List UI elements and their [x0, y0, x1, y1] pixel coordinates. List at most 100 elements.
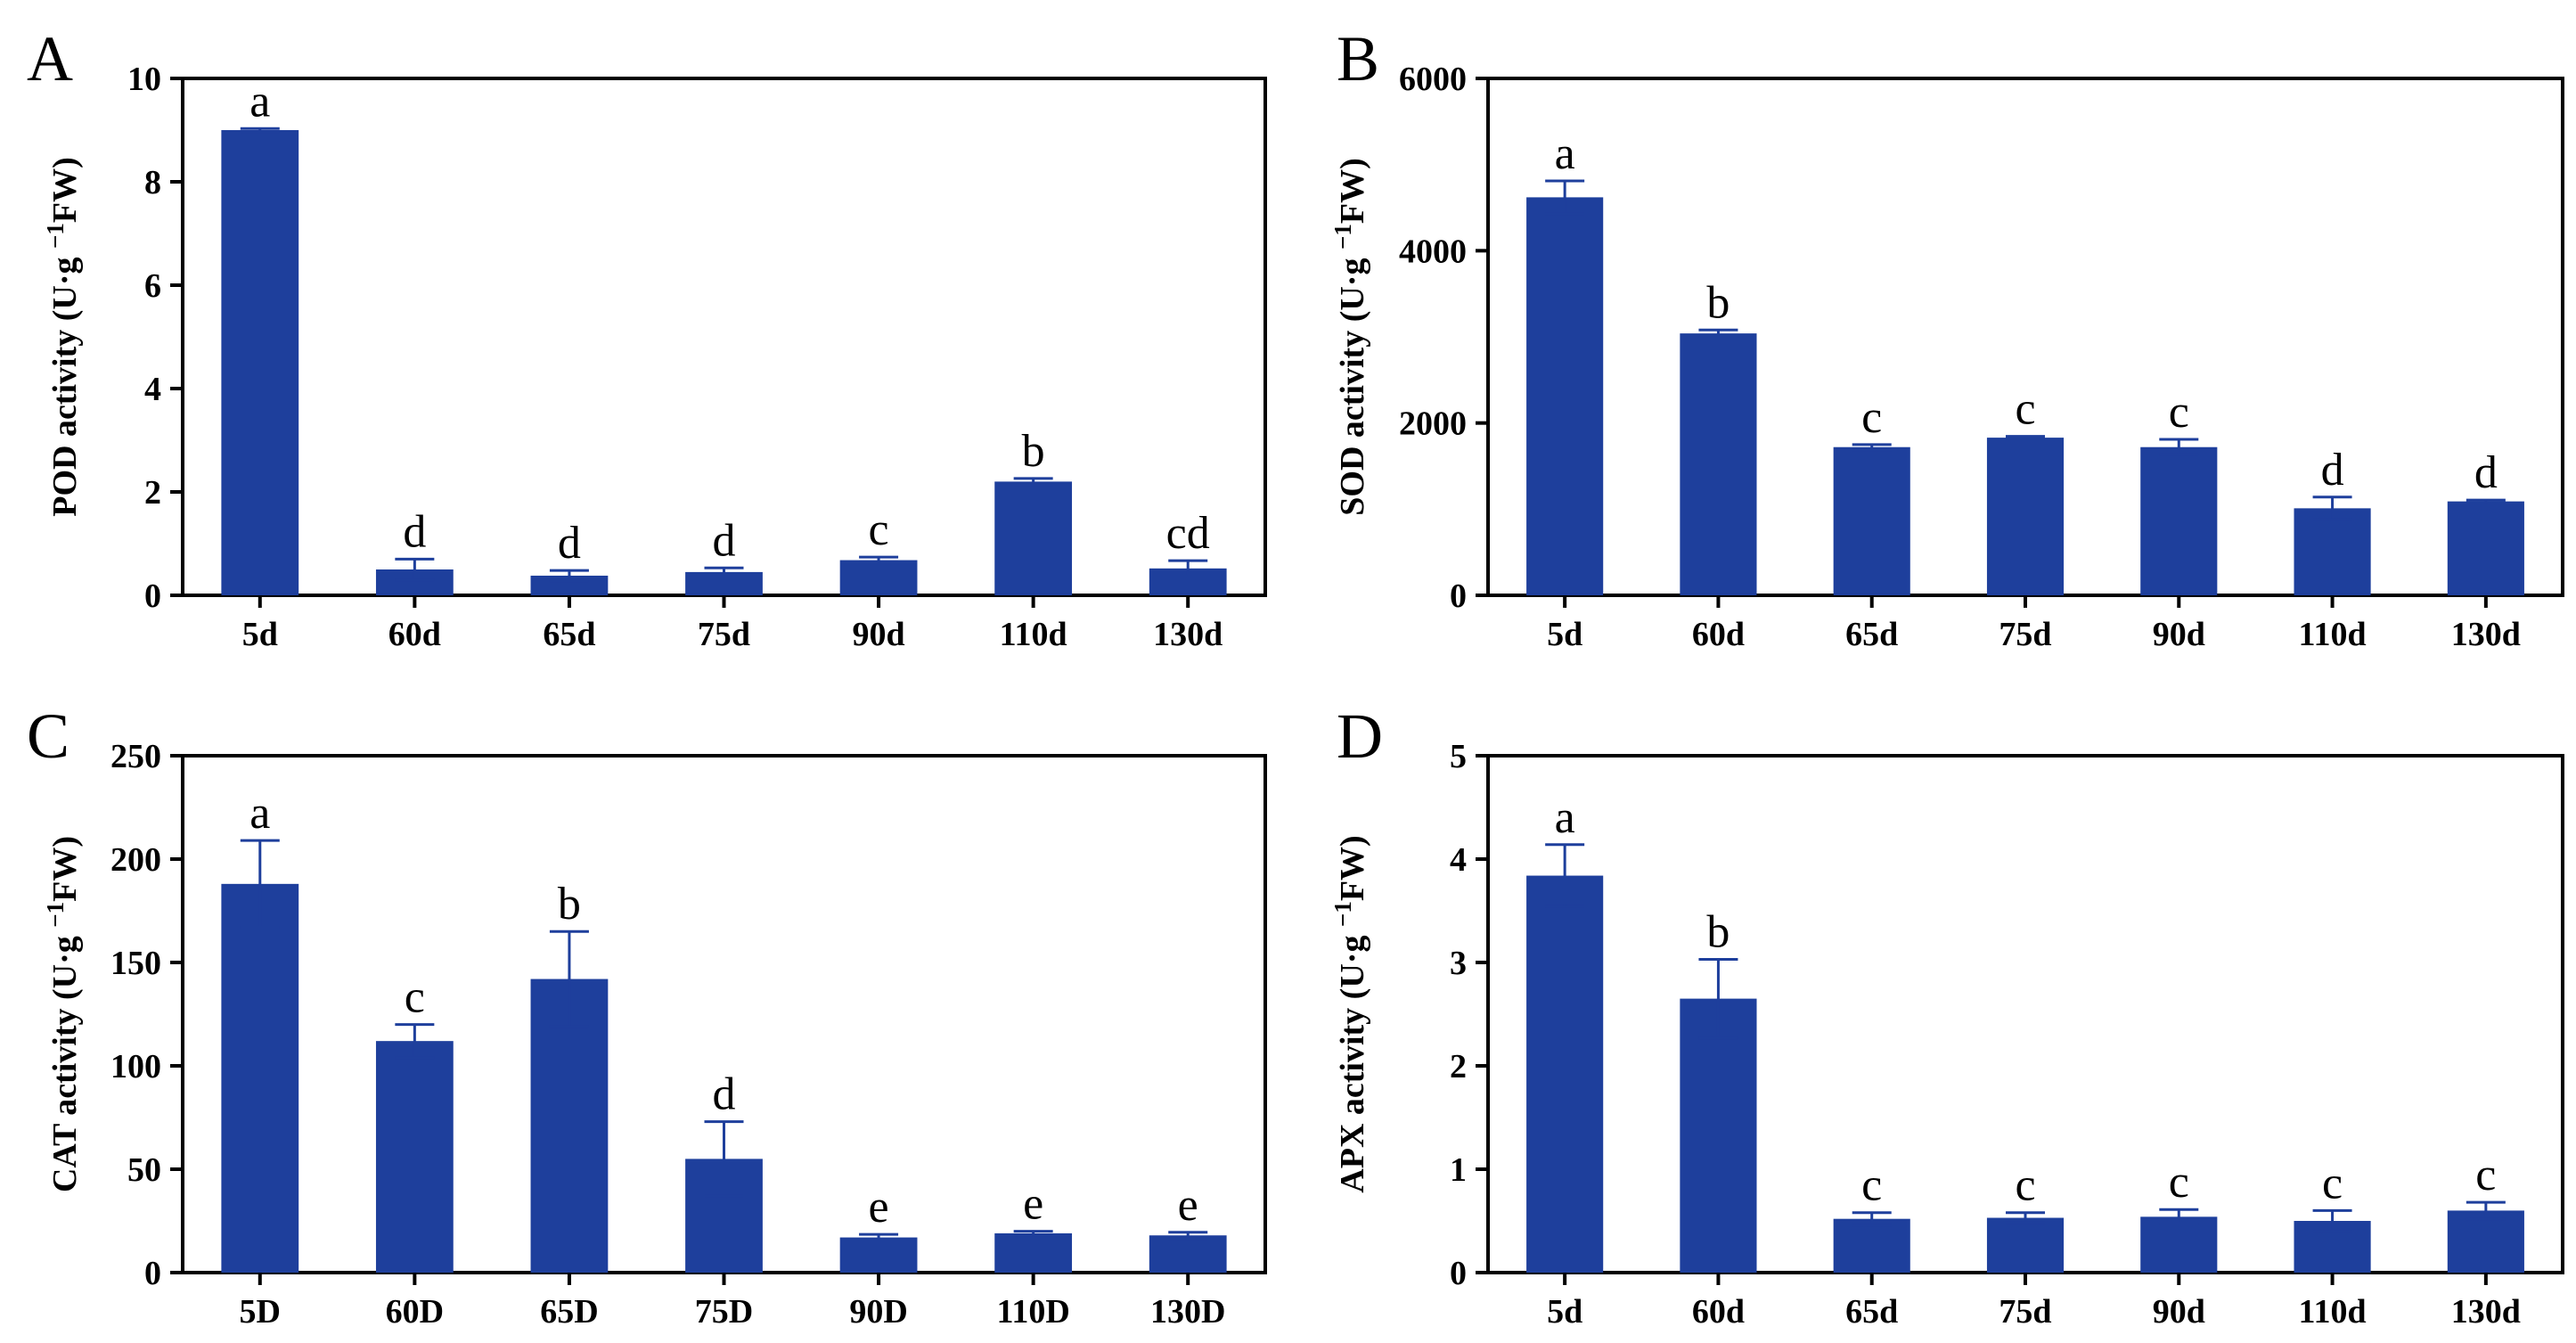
bar-d-75d	[1986, 1217, 2065, 1273]
y-tick-label-b-1: 2000	[1399, 405, 1467, 443]
sig-letter-c-75D: d	[713, 1069, 736, 1120]
y-tick-label-d-0: 0	[1450, 1255, 1467, 1292]
y-axis-label-c: CAT activity (U·g −1FW)	[42, 836, 84, 1192]
bar-d-130d	[2447, 1210, 2524, 1273]
y-tick-label-c-3: 150	[110, 945, 161, 982]
sig-letter-d-5d: a	[1555, 792, 1575, 843]
y-axis-label-b: SOD activity (U·g −1FW)	[1329, 158, 1371, 515]
x-tick-label-c-110D: 110D	[996, 1293, 1069, 1331]
bar-d-90d	[2140, 1216, 2218, 1273]
x-tick-label-d-5d: 5d	[1547, 1293, 1582, 1331]
y-tick-label-a-0: 0	[144, 577, 161, 615]
y-tick-label-b-0: 0	[1450, 577, 1467, 615]
sig-letter-a-75d: d	[713, 515, 736, 566]
panel-d: D 0 1 2 3 4 5 APX activity (U·g −1FW) a 5d b 60d c 6…	[1329, 700, 2564, 1331]
sig-letter-b-75d: c	[2015, 384, 2035, 435]
y-axis-label-a-part3: FW)	[46, 157, 84, 223]
bar-a-110d	[994, 481, 1073, 595]
y-tick-label-a-1: 2	[144, 474, 161, 512]
y-tick-label-c-4: 200	[110, 841, 161, 879]
sig-letter-b-90d: c	[2169, 387, 2189, 438]
x-tick-label-c-5D: 5D	[240, 1293, 281, 1331]
y-tick-label-d-5: 5	[1450, 738, 1467, 775]
sig-letter-c-90D: e	[869, 1182, 889, 1232]
panel-letter-b: B	[1337, 23, 1379, 94]
x-tick-label-b-130d: 130d	[2451, 616, 2521, 653]
sig-letter-b-5d: a	[1555, 128, 1575, 179]
bar-c-5D	[221, 883, 299, 1273]
sig-letter-d-75d: c	[2015, 1160, 2035, 1211]
bar-c-65D	[530, 979, 609, 1273]
x-tick-label-d-90d: 90d	[2153, 1293, 2205, 1331]
x-tick-label-a-130d: 130d	[1153, 616, 1223, 653]
x-tick-label-c-130D: 130D	[1150, 1293, 1225, 1331]
x-tick-label-b-75d: 75d	[1999, 616, 2051, 653]
bar-b-75d	[1986, 438, 2065, 595]
x-tick-label-c-90D: 90D	[849, 1293, 907, 1331]
y-tick-label-c-5: 250	[110, 738, 161, 775]
x-tick-label-d-130d: 130d	[2451, 1293, 2521, 1331]
panel-d-chart: 0 1 2 3 4 5 APX activity (U·g −1FW) a 5d b 60d c 65d…	[1329, 738, 2564, 1331]
bar-b-5d	[1526, 197, 1604, 595]
sig-letter-c-65D: b	[558, 879, 581, 929]
y-axis-label-c-sup: −1	[42, 902, 69, 928]
x-tick-label-b-110d: 110d	[2299, 616, 2367, 653]
sig-letter-d-110d: c	[2322, 1158, 2343, 1208]
bar-b-90d	[2140, 446, 2218, 595]
bar-b-60d	[1680, 333, 1757, 595]
bar-d-60d	[1680, 998, 1757, 1273]
y-axis-label-d-part3: FW)	[1334, 835, 1371, 901]
y-tick-label-d-2: 2	[1450, 1048, 1467, 1085]
bar-b-130d	[2447, 501, 2524, 595]
x-tick-label-d-75d: 75d	[1999, 1293, 2051, 1331]
sig-letter-d-65d: c	[1861, 1160, 1882, 1211]
bar-c-90D	[839, 1237, 918, 1273]
y-axis-label-d: APX activity (U·g −1FW)	[1329, 835, 1371, 1192]
sig-letter-c-110D: e	[1023, 1179, 1043, 1230]
bar-c-130D	[1149, 1235, 1227, 1273]
panel-letter-d: D	[1337, 700, 1383, 772]
sig-letter-c-5D: a	[249, 788, 270, 839]
y-tick-label-b-3: 6000	[1399, 61, 1467, 98]
x-tick-label-d-60d: 60d	[1692, 1293, 1745, 1331]
y-tick-label-a-3: 6	[144, 267, 161, 305]
x-tick-label-d-65d: 65d	[1845, 1293, 1898, 1331]
sig-letter-c-130D: e	[1178, 1180, 1198, 1231]
x-tick-label-b-5d: 5d	[1547, 616, 1582, 653]
x-tick-label-a-60d: 60d	[388, 616, 441, 653]
y-tick-label-a-5: 10	[127, 61, 161, 98]
panel-letter-c: C	[27, 700, 70, 772]
y-axis-label-a-sup: −1	[42, 223, 69, 249]
y-axis-label-b-part1: SOD activity (U·g	[1334, 250, 1371, 516]
y-axis-label-a: POD activity (U·g −1FW)	[42, 157, 84, 517]
bar-c-60D	[375, 1041, 454, 1273]
x-tick-label-c-65D: 65D	[540, 1293, 598, 1331]
y-axis-label-b-part3: FW)	[1334, 158, 1371, 224]
sig-letter-d-90d: c	[2169, 1157, 2189, 1208]
y-axis-label-d-sup: −1	[1329, 901, 1356, 927]
sig-letter-a-65d: d	[558, 518, 581, 569]
sig-letter-a-5d: a	[249, 76, 270, 127]
sig-letter-b-130d: d	[2474, 447, 2498, 498]
bar-d-5d	[1526, 875, 1604, 1273]
sig-letter-c-60D: c	[405, 972, 425, 1023]
sig-letter-a-110d: b	[1022, 426, 1045, 477]
bar-c-110D	[994, 1232, 1073, 1273]
y-tick-label-b-2: 4000	[1399, 233, 1467, 270]
y-tick-label-d-3: 3	[1450, 945, 1467, 982]
y-axis-label-c-part1: CAT activity (U·g	[46, 928, 84, 1192]
y-tick-label-a-4: 8	[144, 164, 161, 201]
y-tick-label-c-1: 50	[127, 1151, 161, 1189]
y-tick-label-d-1: 1	[1450, 1151, 1467, 1189]
sig-letter-a-130d: cd	[1166, 508, 1210, 559]
sig-letter-b-110d: d	[2321, 445, 2344, 495]
sig-letter-a-90d: c	[869, 504, 889, 555]
x-tick-label-b-65d: 65d	[1845, 616, 1898, 653]
panel-a-chart: 0 2 4 6 8 10 POD activity (U·g −1FW) a 5d d 60d d 65…	[42, 61, 1267, 653]
x-tick-label-a-75d: 75d	[698, 616, 750, 653]
x-tick-label-a-90d: 90d	[853, 616, 905, 653]
sig-letter-a-60d: d	[403, 506, 426, 557]
bar-a-90d	[839, 560, 918, 595]
bar-d-65d	[1833, 1218, 1910, 1273]
